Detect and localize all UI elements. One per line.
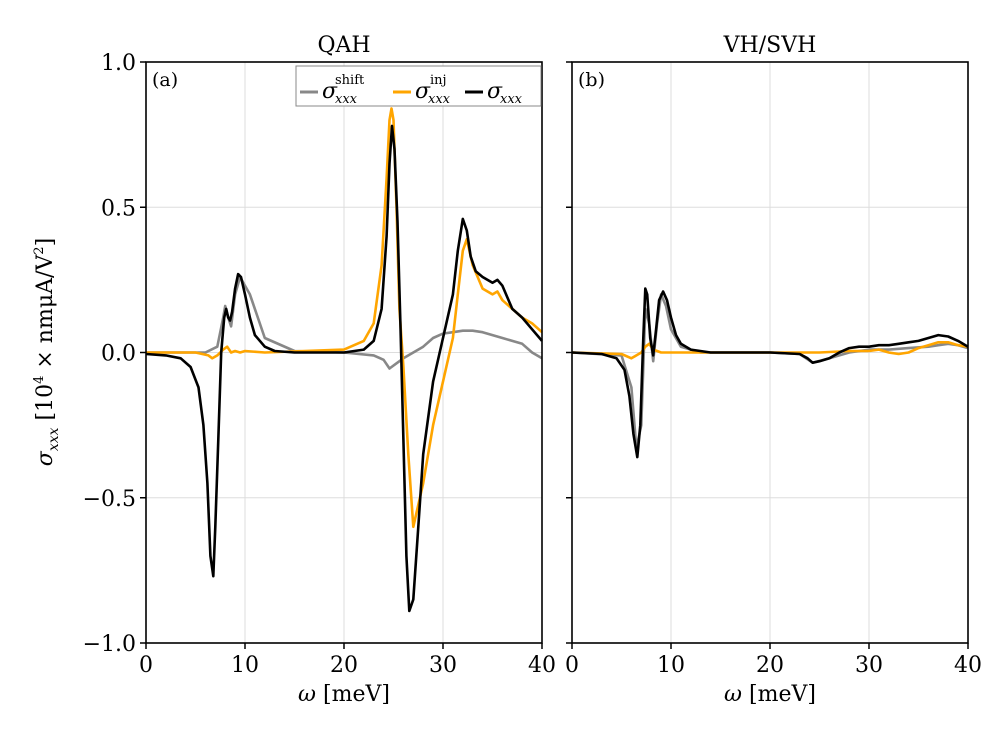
x-axis-label-b: ω [meV] [724, 682, 816, 707]
x-tick-label-b-2: 20 [756, 653, 784, 678]
x-tick-label-b-0: 0 [565, 653, 579, 678]
x-tick-label-a-4: 40 [528, 653, 556, 678]
panel-a: 0 10 20 30 40 −1.0 −0.5 0.0 0.5 1.0 QAH (a) ω [meV] [83, 33, 556, 707]
chart-title-b: VH/SVH [723, 33, 817, 58]
y-tick-label-a-0: −1.0 [83, 632, 136, 657]
x-tick-label-a-1: 10 [231, 653, 259, 678]
x-axis-label-a: ω [meV] [298, 682, 390, 707]
panel-label-a: (a) [152, 69, 178, 91]
y-label-sub: xxx [46, 427, 62, 451]
y-label-open: [10 [33, 384, 58, 428]
legend-label-total: σxxx [487, 79, 523, 107]
legend-inj-sup: inj [430, 73, 447, 88]
x-tick-label-b-1: 10 [657, 653, 685, 678]
chart-title-a: QAH [317, 33, 370, 58]
y-tick-label-a-4: 1.0 [101, 51, 136, 76]
x-tick-label-b-3: 30 [855, 653, 883, 678]
series-line-b-2 [571, 287, 969, 459]
y-tick-label-a-2: 0.0 [101, 342, 136, 367]
x-tick-label-a-3: 30 [429, 653, 457, 678]
y-axis-label: σxxx [104 × nmμA/V2] [32, 238, 62, 466]
legend-total-sub: xxx [500, 92, 523, 107]
series-line-a-2 [145, 124, 543, 613]
legend-shift-sup: shift [335, 73, 365, 88]
panel-b: 0 10 20 30 40 VH/SVH (b) ω [meV] [565, 33, 982, 707]
legend-label-inj: σinj xxx [415, 73, 451, 107]
y-label-mid: × nmμA/V [33, 254, 58, 376]
legend-frame [295, 65, 542, 107]
legend: σshift xxx σinj xxx σxxx [295, 65, 542, 107]
y-label-sigma: σ [33, 450, 58, 466]
legend-inj-base: σ [415, 79, 431, 104]
y-label-exp2: 2 [32, 246, 47, 254]
y-label-close: ] [33, 238, 58, 247]
legend-total-base: σ [487, 79, 503, 104]
y-tick-label-a-3: 0.5 [101, 196, 136, 221]
legend-shift-sub: xxx [335, 92, 358, 107]
x-tick-label-a-2: 20 [330, 653, 358, 678]
x-tick-label-b-4: 40 [954, 653, 982, 678]
legend-label-shift: σshift xxx [322, 73, 365, 107]
panel-label-b: (b) [578, 69, 605, 91]
y-label-exp1: 4 [32, 376, 47, 384]
legend-inj-sub: xxx [428, 92, 451, 107]
x-tick-label-a-0: 0 [139, 653, 153, 678]
y-tick-label-a-1: −0.5 [83, 487, 136, 512]
legend-shift-base: σ [322, 79, 338, 104]
